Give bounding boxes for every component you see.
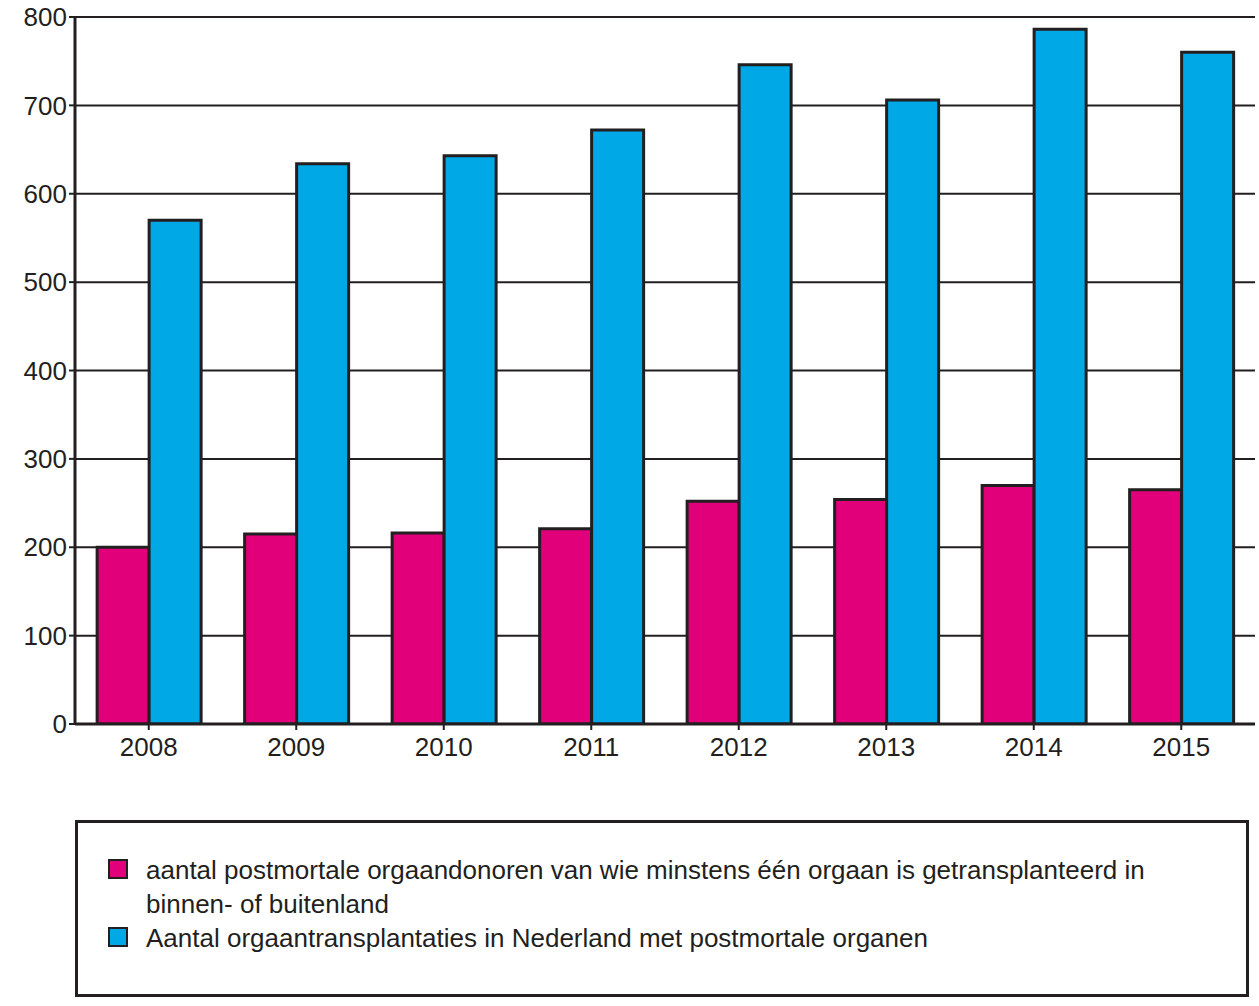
svg-text:300: 300 xyxy=(24,444,67,474)
svg-text:2015: 2015 xyxy=(1152,732,1210,762)
svg-text:2012: 2012 xyxy=(710,732,768,762)
svg-text:2009: 2009 xyxy=(267,732,325,762)
svg-text:0: 0 xyxy=(53,709,67,739)
svg-text:400: 400 xyxy=(24,356,67,386)
svg-text:500: 500 xyxy=(24,267,67,297)
svg-text:700: 700 xyxy=(24,91,67,121)
svg-text:200: 200 xyxy=(24,532,67,562)
svg-text:800: 800 xyxy=(24,2,67,32)
html-text:aantal postmortale orgaandonor: aantal postmortale orgaandonoren van wie… xyxy=(146,855,1145,919)
svg-text:2014: 2014 xyxy=(1005,732,1063,762)
svg-text:2011: 2011 xyxy=(563,732,619,762)
svg-text:2010: 2010 xyxy=(415,732,473,762)
html-text:Aantal orgaantransplantaties i: Aantal orgaantransplantaties in Nederlan… xyxy=(146,923,928,953)
svg-text:100: 100 xyxy=(24,621,67,651)
svg-text:2008: 2008 xyxy=(120,732,178,762)
svg-text:2013: 2013 xyxy=(857,732,915,762)
svg-text:600: 600 xyxy=(24,179,67,209)
